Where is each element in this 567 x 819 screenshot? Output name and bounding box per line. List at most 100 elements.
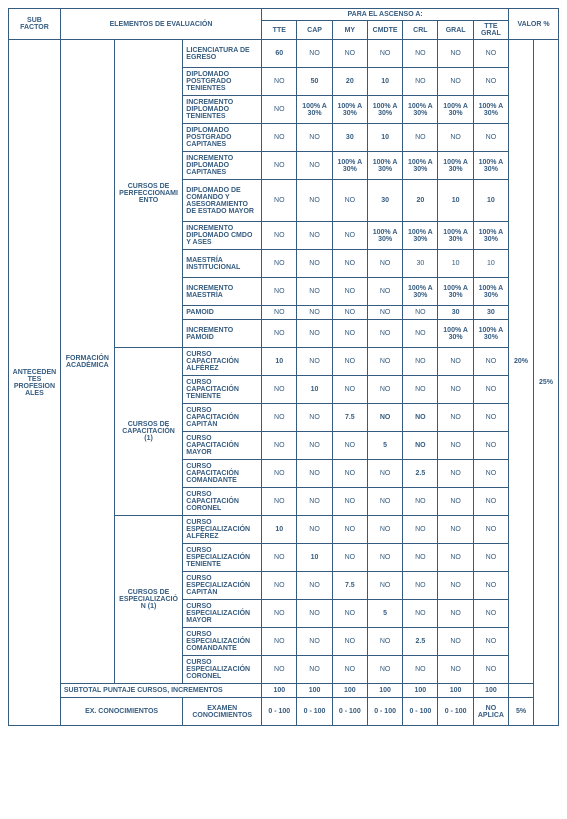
cell: NO	[473, 348, 508, 376]
cell: NO	[262, 222, 297, 250]
cell: 100% A 30%	[473, 320, 508, 348]
cell: 100	[332, 684, 367, 698]
examen-row: EX. CONOCIMIENTOS EXAMEN CONOCIMIENTOS 0…	[9, 698, 559, 726]
cell: NO	[262, 152, 297, 180]
row-label: DIPLOMADO POSTGRADO CAPITANES	[183, 124, 262, 152]
cell: 100	[297, 684, 332, 698]
subfactor-header: SUB FACTOR	[9, 9, 61, 40]
cell: NO	[438, 68, 473, 96]
cell: NO	[367, 544, 402, 572]
cell: NO	[297, 404, 332, 432]
row-label: INCREMENTO MAESTRÍA	[183, 278, 262, 306]
cell: NO	[438, 628, 473, 656]
subtotal-pct-blank	[509, 684, 534, 698]
subtotal-row: SUBTOTAL PUNTAJE CURSOS, INCREMENTOS 100…	[9, 684, 559, 698]
cell: 100% A 30%	[473, 96, 508, 124]
cell: 100% A 30%	[297, 96, 332, 124]
cell: 30	[473, 306, 508, 320]
row-label: CURSO CAPACITACIÓN TENIENTE	[183, 376, 262, 404]
cell: 10	[473, 180, 508, 222]
row-label: CURSO ESPECIALIZACIÓN CORONEL	[183, 656, 262, 684]
cell: NO	[297, 320, 332, 348]
cell: 100% A 30%	[438, 222, 473, 250]
cell: 0 - 100	[297, 698, 332, 726]
cell: NO	[297, 488, 332, 516]
cell: NO	[332, 320, 367, 348]
cell: 10	[297, 376, 332, 404]
rank-cmdte: CMDTE	[367, 21, 402, 40]
cell: NO	[473, 544, 508, 572]
cell: NO	[473, 376, 508, 404]
cell: NO	[262, 628, 297, 656]
cell: NO	[332, 278, 367, 306]
row-label: CURSO CAPACITACIÓN CORONEL	[183, 488, 262, 516]
cell: NO	[473, 432, 508, 460]
cell: NO	[438, 656, 473, 684]
cell: NO	[332, 376, 367, 404]
cell: 7.5	[332, 572, 367, 600]
cell: 7.5	[332, 404, 367, 432]
valor-header: VALOR %	[509, 9, 559, 40]
cell: NO	[367, 348, 402, 376]
cell: 30	[332, 124, 367, 152]
cell: 100% A 30%	[473, 222, 508, 250]
cell: NO	[262, 572, 297, 600]
cell: 100% A 30%	[438, 320, 473, 348]
cell: NO	[332, 222, 367, 250]
main-category: ANTECEDENTES PROFESIONALES	[9, 40, 61, 726]
cell: NO	[367, 516, 402, 544]
cell: 30	[367, 180, 402, 222]
cell: NO	[403, 320, 438, 348]
cell: NO	[403, 572, 438, 600]
rank-crl: CRL	[403, 21, 438, 40]
rank-gral: GRAL	[438, 21, 473, 40]
cell: NO	[473, 516, 508, 544]
cell: 30	[438, 306, 473, 320]
cell: NO	[473, 628, 508, 656]
cell: 100	[403, 684, 438, 698]
cell: NO	[332, 250, 367, 278]
cell: NO	[332, 180, 367, 222]
cell: NO	[297, 572, 332, 600]
cell: NO	[262, 306, 297, 320]
cell: 60	[262, 40, 297, 68]
cell: NO	[262, 460, 297, 488]
examen-label: EXAMEN CONOCIMIENTOS	[183, 698, 262, 726]
exconoc-label: EX. CONOCIMIENTOS	[60, 698, 182, 726]
cell: NO	[367, 628, 402, 656]
cell: 0 - 100	[332, 698, 367, 726]
cell: NO	[332, 600, 367, 628]
cell: NO	[403, 68, 438, 96]
row-label: CURSO CAPACITACIÓN ALFÉREZ	[183, 348, 262, 376]
row-label: CURSO ESPECIALIZACIÓN MAYOR	[183, 600, 262, 628]
cell: NO	[297, 40, 332, 68]
cell: NO	[473, 68, 508, 96]
cell: 100% A 30%	[403, 278, 438, 306]
cell: NO	[262, 432, 297, 460]
cell: NO	[262, 250, 297, 278]
cell: 100% A 30%	[332, 152, 367, 180]
cell: 10	[262, 348, 297, 376]
cell: NO	[262, 488, 297, 516]
ascenso-header: PARA EL ASCENSO A:	[262, 9, 509, 21]
cell: NO	[473, 572, 508, 600]
cell: NO	[438, 516, 473, 544]
cell: NO	[403, 488, 438, 516]
cell: NO	[262, 656, 297, 684]
cell: NO	[367, 460, 402, 488]
cell: 5	[367, 600, 402, 628]
cell: 100	[438, 684, 473, 698]
cell: NO	[297, 306, 332, 320]
cell: 0 - 100	[367, 698, 402, 726]
cell: NO	[438, 600, 473, 628]
cell: NO	[473, 40, 508, 68]
row-label: CURSO ESPECIALIZACIÓN TENIENTE	[183, 544, 262, 572]
cell: 100% A 30%	[473, 152, 508, 180]
cell: 10	[473, 250, 508, 278]
cell: NO	[332, 656, 367, 684]
cell: NO	[438, 124, 473, 152]
cell: NO	[403, 306, 438, 320]
cell: NO	[367, 572, 402, 600]
pct-25: 25%	[533, 40, 558, 726]
cell: NO	[438, 40, 473, 68]
